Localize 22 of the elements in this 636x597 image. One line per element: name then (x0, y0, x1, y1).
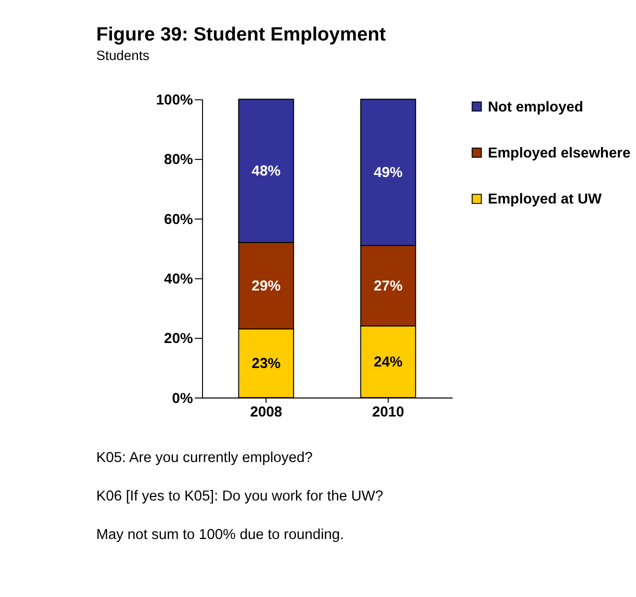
y-tick-label: 20% (164, 331, 194, 348)
text: K06 [If yes to K05]: Do you work for the UW? (96, 488, 384, 505)
data-label: 24% (374, 354, 403, 371)
text: K05: Are you currently employed? (96, 450, 313, 466)
x-tick-label: 2010 (372, 404, 404, 420)
data-label: 48% (252, 164, 281, 180)
y-tick-label: 80% (164, 152, 194, 168)
x-tick-label: 2008 (250, 404, 282, 420)
legend-label: Not employed (488, 99, 584, 116)
text: May not sum to 100% due to rounding. (96, 526, 344, 543)
legend-label: Employed elsewhere (488, 145, 631, 162)
y-tick-label: 100% (156, 92, 194, 109)
y-tick-label: 40% (164, 272, 194, 288)
chart-title: Figure 39: Student Employment (96, 24, 386, 46)
data-label: 49% (374, 165, 403, 182)
y-tick-label: 60% (164, 212, 194, 228)
chart-subtitle: Students (96, 48, 150, 63)
y-tick-label: 0% (172, 390, 194, 407)
data-label: 23% (252, 356, 281, 372)
data-label: 27% (374, 278, 403, 295)
legend-label: Employed at UW (488, 192, 602, 208)
data-label: 29% (252, 278, 281, 295)
